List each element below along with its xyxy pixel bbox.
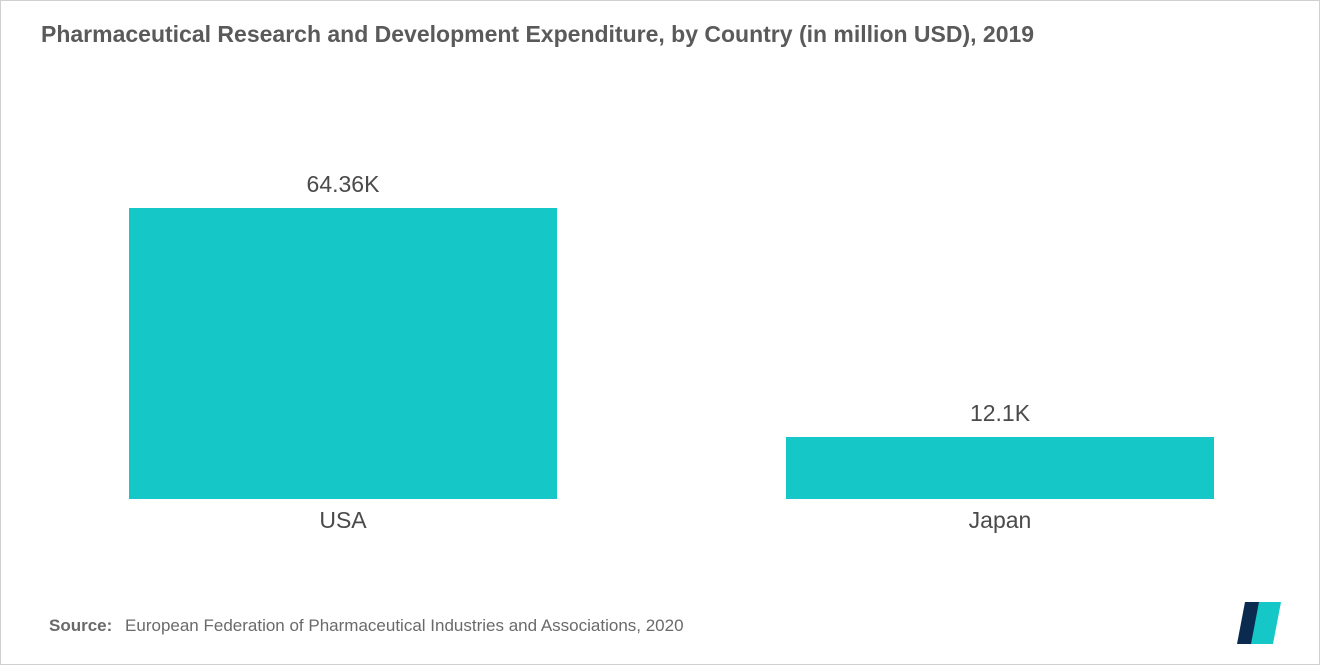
chart-plot-area: 64.36K 12.1K <box>129 171 1214 499</box>
source-text: European Federation of Pharmaceutical In… <box>125 616 684 635</box>
brand-logo-icon <box>1227 602 1281 644</box>
x-label-usa: USA <box>129 507 557 534</box>
x-label-japan: Japan <box>786 507 1214 534</box>
bar-value-label: 64.36K <box>307 171 380 198</box>
bar-container: 64.36K 12.1K <box>129 171 1214 499</box>
chart-title: Pharmaceutical Research and Development … <box>41 21 1279 48</box>
x-axis-labels: USA Japan <box>129 507 1214 534</box>
bar-usa <box>129 208 557 499</box>
source-label: Source: <box>49 616 112 635</box>
bar-group-usa: 64.36K <box>129 171 557 499</box>
bar-group-japan: 12.1K <box>786 171 1214 499</box>
source-citation: Source: European Federation of Pharmaceu… <box>49 616 684 636</box>
bar-value-label: 12.1K <box>970 400 1030 427</box>
bar-japan <box>786 437 1214 499</box>
